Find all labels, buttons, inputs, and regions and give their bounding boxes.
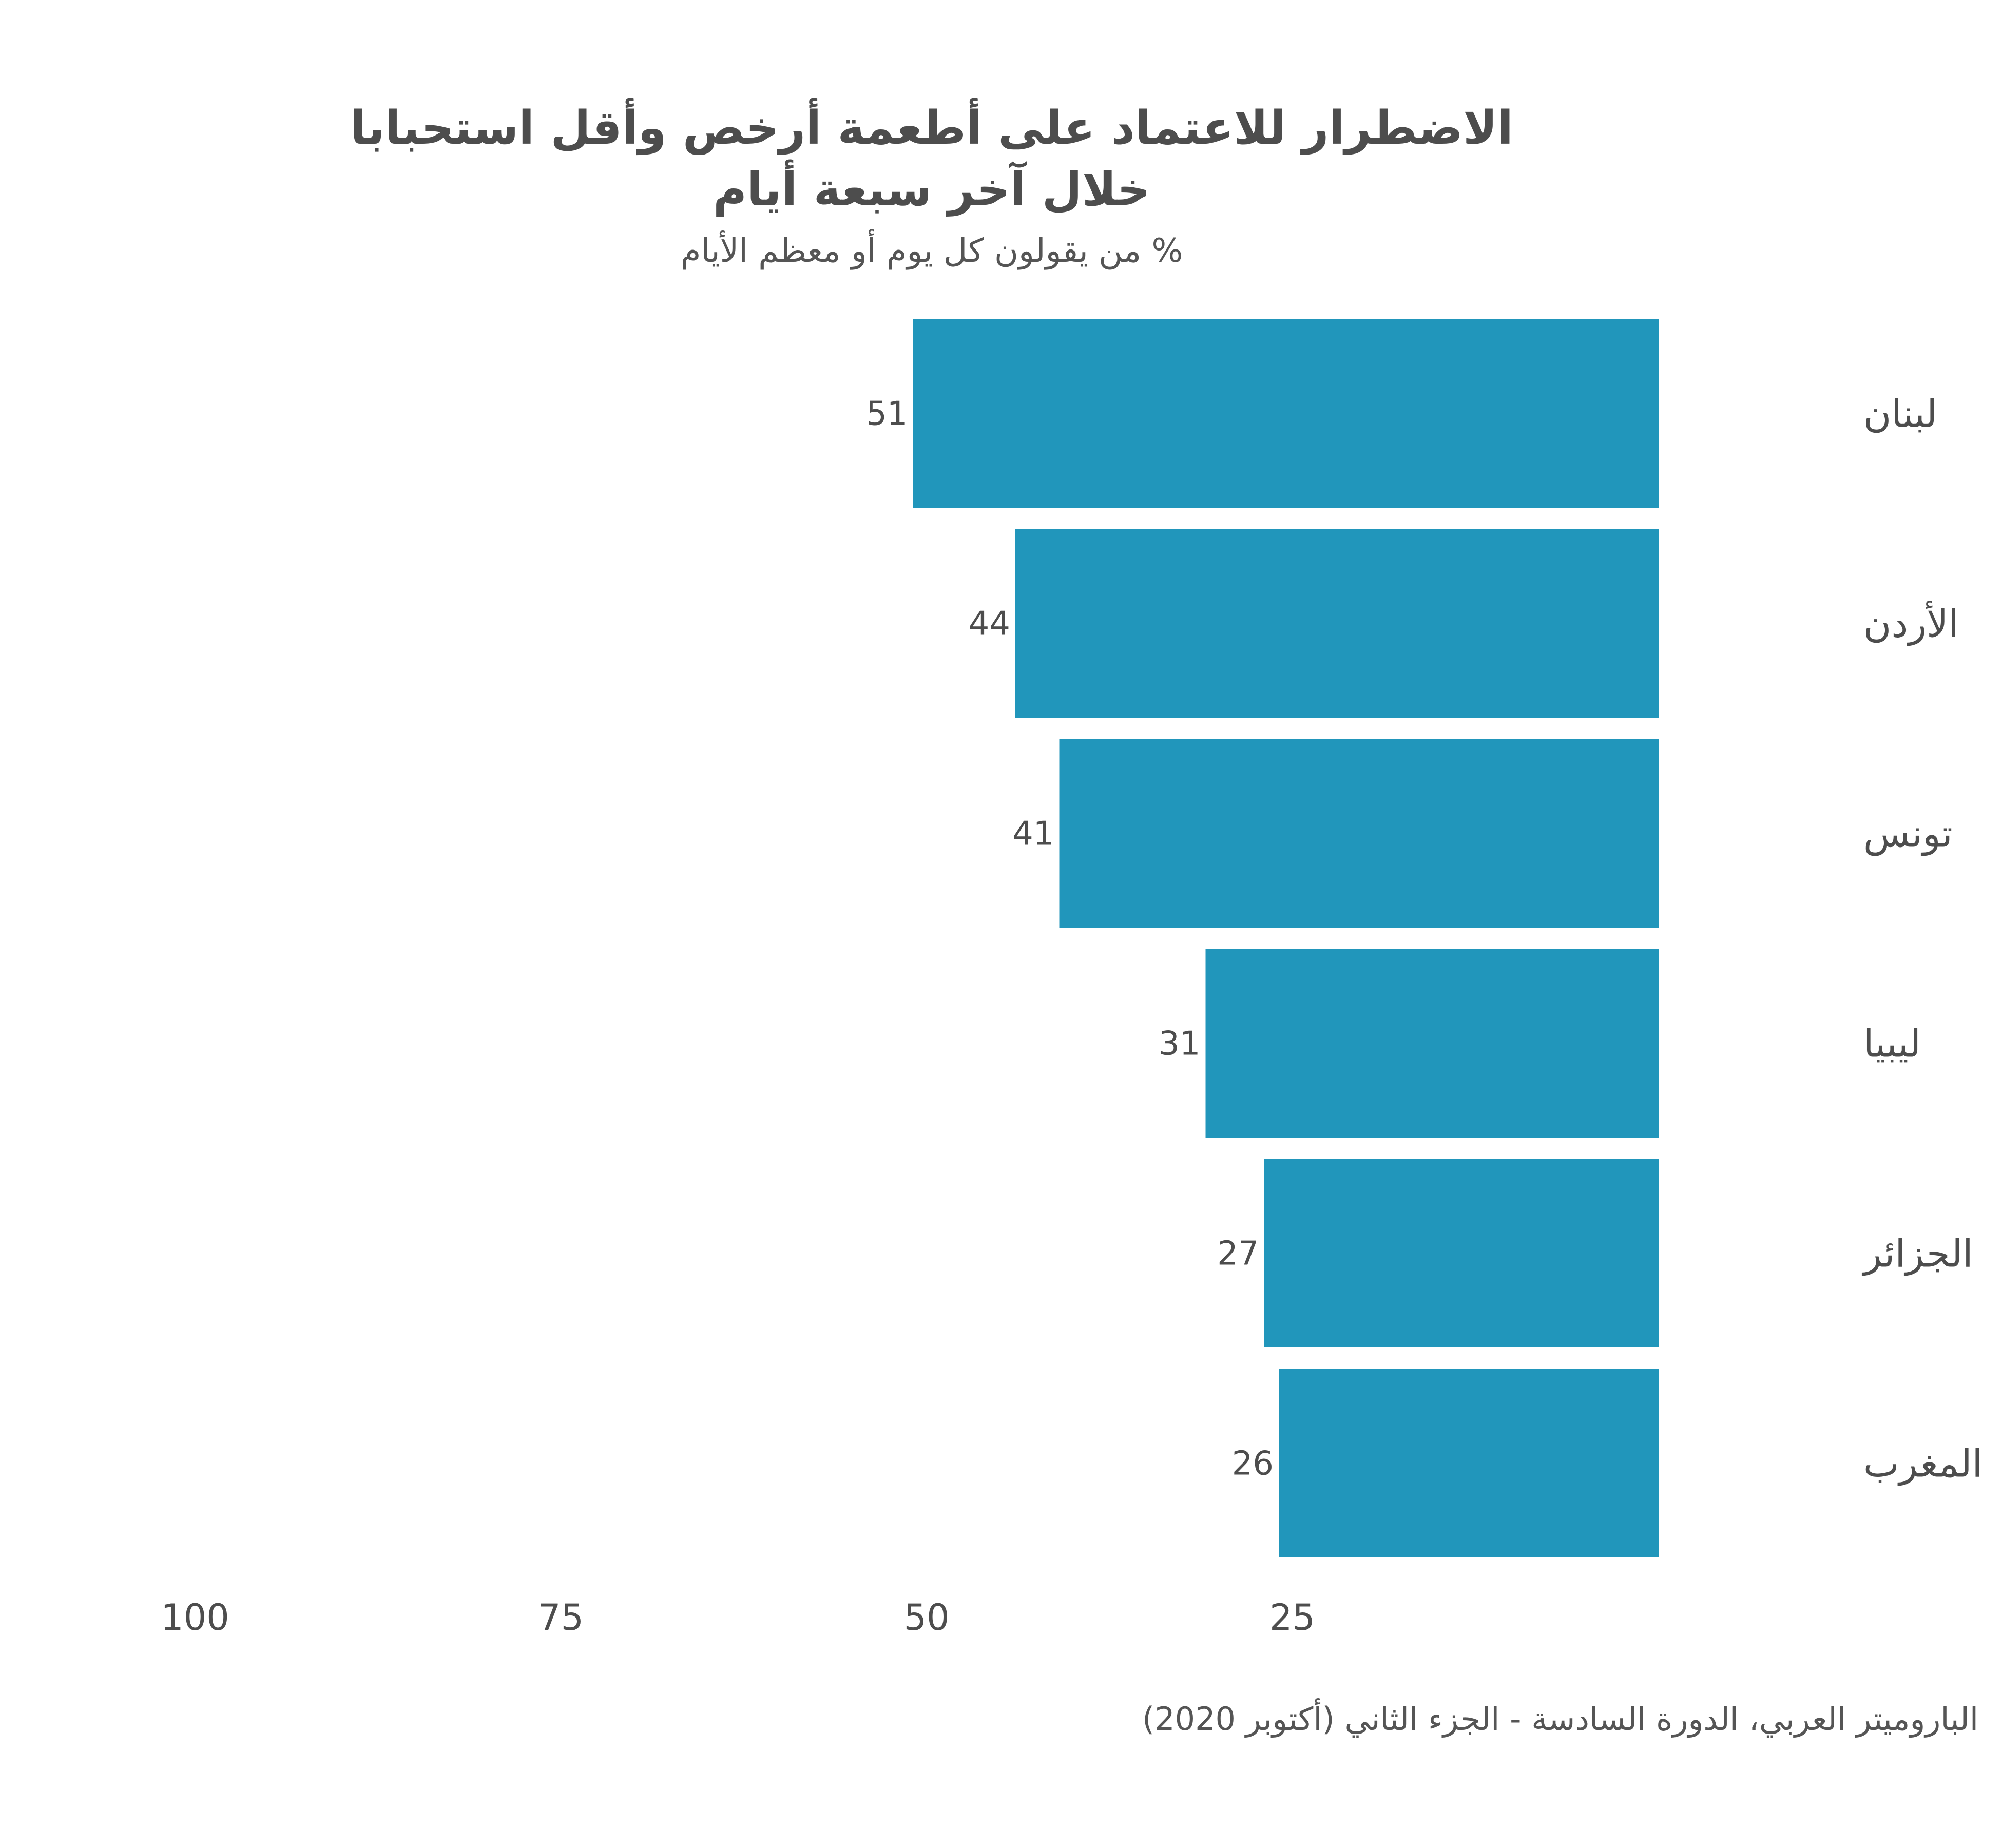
x-axis-ticks: 100 75 50 25 (161, 1596, 1315, 1639)
category-label-2: تونس (1863, 812, 1953, 856)
category-label-4: الجزائر (1861, 1232, 1973, 1276)
chart-subtitle: % من يقولون كل يوم أو معظم الأيام (681, 229, 1183, 270)
x-tick-label-2: 50 (903, 1596, 949, 1639)
category-label-5: المغرب (1863, 1442, 1982, 1486)
bar-4 (1264, 1159, 1659, 1348)
category-labels: لبنان الأردن تونس ليبيا الجزائر المغرب (1861, 392, 1982, 1486)
chart-title-line-2: خلال آخر سبعة أيام (713, 159, 1150, 217)
x-tick-label-3: 25 (1269, 1596, 1315, 1639)
value-label-2: 41 (1012, 815, 1054, 853)
bar-2 (1059, 739, 1659, 928)
x-tick-label-0: 100 (161, 1596, 229, 1639)
value-label-3: 31 (1159, 1025, 1200, 1063)
value-label-0: 51 (866, 395, 908, 433)
bars (913, 319, 1659, 1557)
value-label-1: 44 (969, 605, 1010, 643)
bar-5 (1279, 1369, 1659, 1557)
source-note: الباروميتر العربي، الدورة السادسة - الجز… (1142, 1698, 1978, 1738)
value-label-5: 26 (1232, 1445, 1274, 1483)
bar-0 (913, 319, 1659, 508)
bar-3 (1205, 949, 1659, 1138)
category-label-3: ليبيا (1863, 1022, 1921, 1066)
value-label-4: 27 (1217, 1235, 1259, 1273)
category-label-1: الأردن (1863, 601, 1959, 646)
category-label-0: لبنان (1863, 392, 1937, 436)
value-labels: 51 44 41 31 27 26 (866, 395, 1274, 1483)
x-tick-label-1: 75 (538, 1596, 584, 1639)
bar-1 (1015, 529, 1659, 718)
chart-title-line-1: الاضطرار للاعتماد على أطعمة أرخص وأقل اس… (350, 98, 1513, 156)
